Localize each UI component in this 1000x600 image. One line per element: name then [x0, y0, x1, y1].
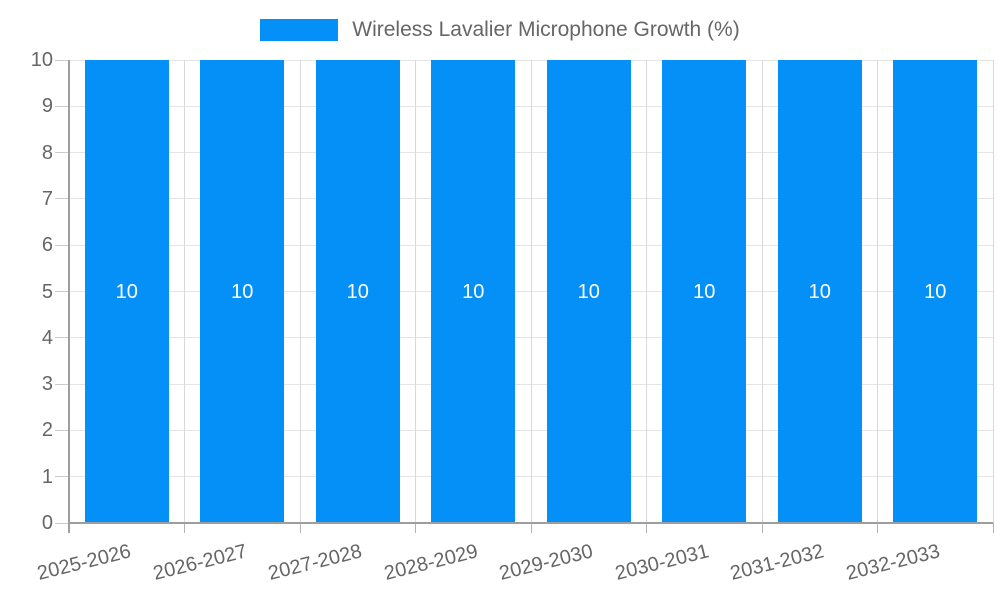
bar-value-label: 10: [693, 280, 716, 303]
bar[interactable]: [431, 60, 516, 523]
bar-value-label: 10: [115, 280, 138, 303]
x-gridline: [530, 60, 532, 523]
y-tick-mark: [55, 152, 69, 154]
y-tick-mark: [55, 337, 69, 339]
bar[interactable]: [662, 60, 747, 523]
bar[interactable]: [200, 60, 285, 523]
y-tick-label: 0: [41, 512, 53, 534]
y-tick-label: 10: [30, 49, 53, 71]
y-tick-label: 9: [41, 95, 53, 118]
x-tick-mark: [761, 523, 763, 533]
y-tick-label: 8: [41, 141, 53, 164]
x-axis-line: [68, 522, 993, 524]
x-tick-label: 2031-2032: [728, 540, 827, 585]
x-tick-mark: [646, 523, 647, 533]
bar-value-label: 10: [231, 280, 254, 303]
y-tick-mark: [55, 198, 69, 200]
bar[interactable]: [893, 60, 978, 523]
bar-value-label: 10: [462, 280, 485, 303]
x-tick-label: 2029-2030: [497, 540, 596, 585]
x-tick-mark: [184, 523, 185, 533]
bar-value-label: 10: [577, 280, 600, 303]
y-tick-mark: [55, 105, 69, 107]
bar[interactable]: [84, 60, 169, 523]
x-tick-mark: [415, 523, 416, 533]
y-tick-label: 4: [41, 326, 53, 349]
x-tick-mark: [530, 523, 532, 533]
x-tick-label: 2032-2033: [843, 540, 942, 585]
legend-item[interactable]: Wireless Lavalier Microphone Growth (%): [260, 18, 740, 42]
y-tick-label: 1: [41, 465, 53, 488]
bar[interactable]: [315, 60, 400, 523]
y-tick-label: 3: [41, 373, 53, 396]
bar-value-label: 10: [924, 280, 947, 303]
bar[interactable]: [777, 60, 862, 523]
x-tick-label: 2026-2027: [150, 540, 249, 585]
x-gridline: [992, 60, 994, 523]
bar-value-label: 10: [346, 280, 369, 303]
bar-value-label: 10: [808, 280, 831, 303]
y-tick-mark: [55, 59, 69, 61]
y-tick-mark: [55, 429, 69, 431]
x-tick-label: 2028-2029: [381, 540, 480, 585]
x-gridline: [761, 60, 763, 523]
y-tick-label: 5: [41, 280, 53, 303]
y-tick-mark: [55, 244, 69, 246]
y-tick-label: 6: [41, 234, 53, 257]
y-axis-line: [68, 60, 70, 533]
y-tick-mark: [55, 522, 69, 524]
bar[interactable]: [546, 60, 631, 523]
legend-label: Wireless Lavalier Microphone Growth (%): [352, 18, 740, 41]
chart-legend: Wireless Lavalier Microphone Growth (%): [0, 18, 1000, 42]
x-tick-label: 2027-2028: [266, 540, 365, 585]
y-tick-mark: [55, 476, 69, 478]
y-tick-label: 7: [41, 187, 53, 210]
x-gridline: [646, 60, 647, 523]
x-tick-label: 2030-2031: [612, 540, 711, 585]
x-gridline: [415, 60, 416, 523]
y-tick-label: 2: [41, 419, 53, 442]
x-tick-mark: [299, 523, 301, 533]
legend-swatch-icon: [260, 19, 339, 41]
x-gridline: [877, 60, 878, 523]
y-tick-mark: [55, 291, 69, 292]
x-tick-mark: [877, 523, 878, 533]
x-tick-label: 2025-2026: [35, 540, 134, 585]
x-tick-mark: [992, 523, 994, 533]
x-gridline: [299, 60, 301, 523]
y-tick-mark: [55, 383, 69, 385]
x-gridline: [184, 60, 185, 523]
